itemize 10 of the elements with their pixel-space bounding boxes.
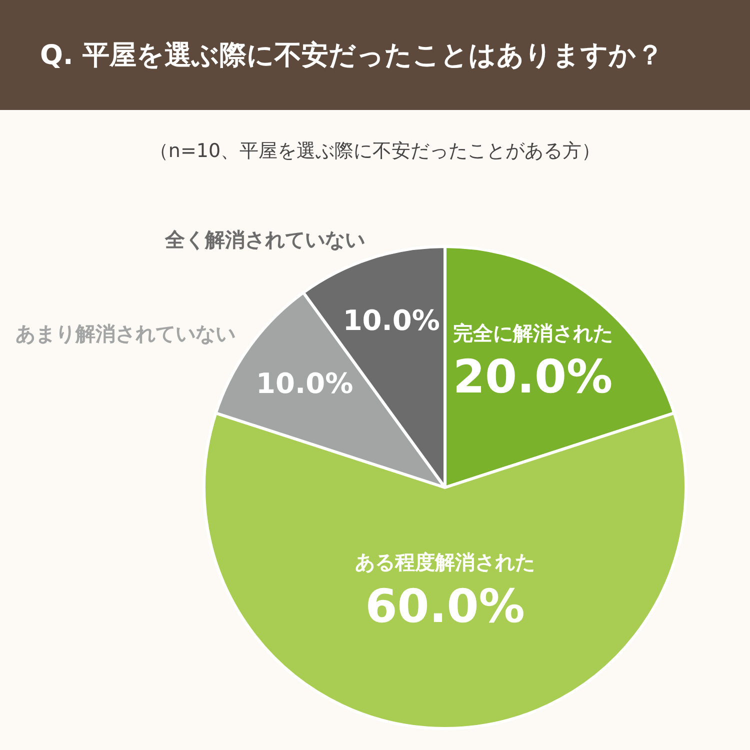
- slice-label: ある程度解消された: [355, 550, 535, 574]
- slice-label: あまり解消されていない: [15, 321, 236, 346]
- chart-title: Q. 平屋を選ぶ際に不安だったことはありますか？: [0, 0, 750, 110]
- slice-label: 全く解消されていない: [164, 227, 365, 252]
- data-label: 20.0%: [453, 350, 613, 404]
- data-label: 10.0%: [256, 366, 354, 400]
- chart-subtitle: （n=10、平屋を選ぶ際に不安だったことがある方）: [148, 139, 602, 164]
- data-label: 60.0%: [365, 578, 525, 633]
- data-label: 10.0%: [342, 304, 440, 337]
- slice-label: 完全に解消された: [452, 320, 613, 345]
